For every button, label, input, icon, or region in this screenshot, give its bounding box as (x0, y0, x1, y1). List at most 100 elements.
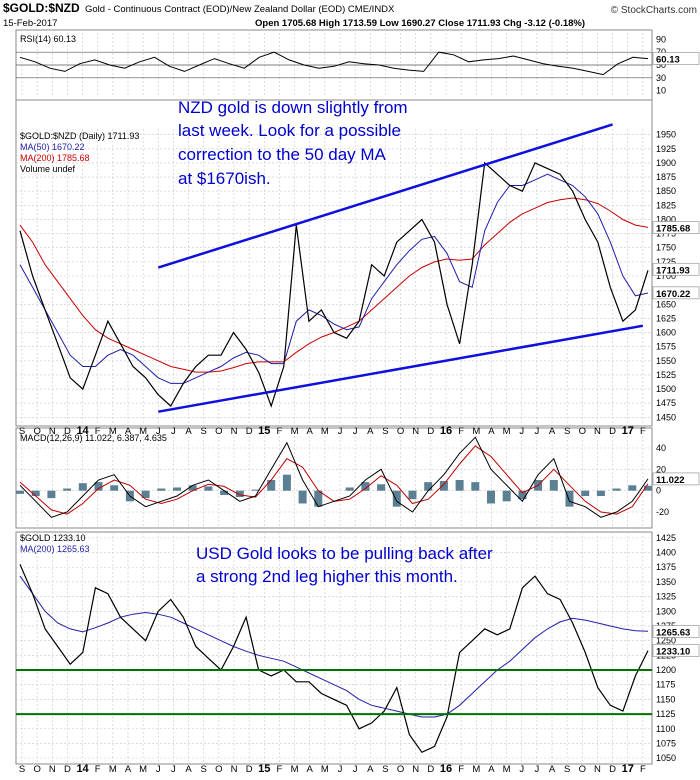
usd-tick: 1250 (656, 636, 676, 646)
usd-ma200-tag-box (652, 625, 700, 638)
x-tick-label: O (215, 426, 222, 437)
x-tick-label: A (125, 764, 132, 775)
usd-tick: 1300 (656, 606, 676, 616)
x-tick-label: J (519, 426, 524, 437)
usd-legend: MA(200) 1265.63 (20, 544, 90, 554)
macd-tick: 40 (656, 443, 666, 453)
macd-histogram-bar (282, 474, 291, 491)
x-tick-label: S (19, 426, 25, 437)
x-axis-labels: S O N D 14 F M A M J J A S O N D 15 F M A M J J A S O N D 16 F M A M J J A S… (19, 425, 646, 775)
macd-histogram-bar (628, 485, 637, 491)
x-tick-label: M (321, 764, 329, 775)
x-tick-label: M (321, 426, 329, 437)
trendline-lower (158, 324, 644, 413)
usd-tick: 1100 (656, 724, 675, 734)
price-tick: 1875 (656, 172, 676, 182)
x-tick-label: 17 (622, 763, 634, 775)
usd-ma200-line (19, 575, 649, 718)
ma200-value-tag-text: 1785.68 (656, 224, 690, 235)
price-line (19, 161, 649, 408)
ma200-line (19, 197, 649, 373)
price-tick: 1825 (656, 200, 676, 210)
x-tick-label: J (338, 764, 343, 775)
macd-histogram-bar (439, 481, 448, 491)
x-tick-label: A (549, 764, 556, 775)
x-tick-label: J (353, 426, 358, 437)
macd-last-value: 11.022 (652, 472, 700, 486)
price-legend: Volume undef (20, 164, 76, 174)
macd-histogram-bar (31, 490, 40, 496)
ohlc-readout: Open 1705.68 High 1713.59 Low 1690.27 Cl… (255, 18, 585, 29)
macd-line (19, 436, 649, 518)
x-tick-label: A (307, 764, 314, 775)
usd-price-line (19, 564, 649, 754)
x-tick-label: D (609, 764, 616, 775)
x-tick-label: J (156, 426, 161, 437)
panel-frames (15, 29, 653, 765)
nzd-annotation-line: NZD gold is down slightly from (178, 98, 408, 117)
nzd-annotation-line: last week. Look for a possible (178, 121, 401, 140)
x-tick-label: F (458, 764, 464, 775)
macd-histogram-bar (596, 490, 605, 496)
x-tick-label: A (125, 426, 132, 437)
ma50-value-tag: 1670.22 (652, 286, 700, 300)
macd-title: MACD(12,26,9) 11.022, 6.387, 4.635 (20, 433, 167, 443)
macd-tick: 0 (656, 486, 661, 496)
macd-histogram-bar (78, 483, 87, 491)
x-tick-label: A (367, 764, 374, 775)
x-tick-label: D (64, 426, 71, 437)
usd-ma200-tag-text: 1265.63 (656, 627, 690, 638)
usd-tick: 1375 (656, 562, 676, 572)
price-tick: 1575 (656, 342, 676, 352)
price-value-tag-text: 1711.93 (656, 265, 690, 276)
x-tick-label: F (277, 426, 283, 437)
rsi-line (19, 51, 649, 76)
x-tick-label: M (291, 426, 299, 437)
x-tick-label: S (382, 426, 388, 437)
x-tick-label: J (534, 764, 539, 775)
x-tick-label: S (201, 426, 207, 437)
macd-histogram-bar (157, 488, 166, 491)
rsi-last-value-text: 60.13 (656, 55, 680, 66)
nzd-annotation-line: at $1670ish. (178, 169, 271, 188)
usd-tick: 1050 (656, 753, 676, 763)
x-tick-label: J (519, 764, 524, 775)
x-tick-label: M (109, 764, 117, 775)
macd-histogram-bar (612, 488, 621, 491)
price-tick: 1650 (656, 299, 676, 309)
macd-histogram-bar (471, 482, 480, 491)
usd-tick: 1175 (656, 680, 675, 690)
price-tick: 1450 (656, 412, 676, 422)
x-tick-label: S (564, 764, 570, 775)
price-value-tag-box (652, 262, 700, 276)
macd-histogram-bar (267, 480, 276, 491)
x-tick-label: N (231, 764, 238, 775)
x-tick-label: D (609, 426, 616, 437)
macd-histogram-bar (345, 487, 354, 491)
macd-histogram-bar (487, 490, 495, 504)
x-tick-label: A (185, 426, 192, 437)
x-tick-label: O (579, 426, 586, 437)
chart-description: Gold - Continuous Contract (EOD)/New Zea… (85, 4, 395, 15)
usd-price-tag-box (652, 644, 700, 657)
price-value-tag: 1711.93 (652, 262, 700, 276)
stockcharts-watermark: © StockCharts.com (611, 5, 697, 16)
macd-histogram-bar (361, 482, 370, 491)
x-tick-label: A (488, 764, 495, 775)
panel-legends: RSI(14) 60.13 60.13 $GOLD:$NZD (Daily) 171… (20, 34, 700, 658)
price-tick: 1525 (656, 370, 676, 380)
usd-frame (15, 531, 653, 765)
nzd-annotation-line: correction to the 50 day MA (178, 145, 387, 164)
macd-last-value-box (652, 472, 700, 486)
macd-histogram-bar (565, 490, 574, 507)
x-tick-label: 16 (440, 425, 452, 437)
ma200-value-tag-box (652, 221, 700, 234)
x-tick-label: S (382, 764, 388, 775)
x-tick-label: O (33, 426, 40, 437)
x-tick-label: F (95, 764, 101, 775)
price-tick: 1850 (656, 186, 676, 196)
usd-annotation-line: USD Gold looks to be pulling back after (196, 544, 493, 563)
x-tick-label: J (156, 764, 161, 775)
rsi-tick: 50 (656, 60, 666, 70)
